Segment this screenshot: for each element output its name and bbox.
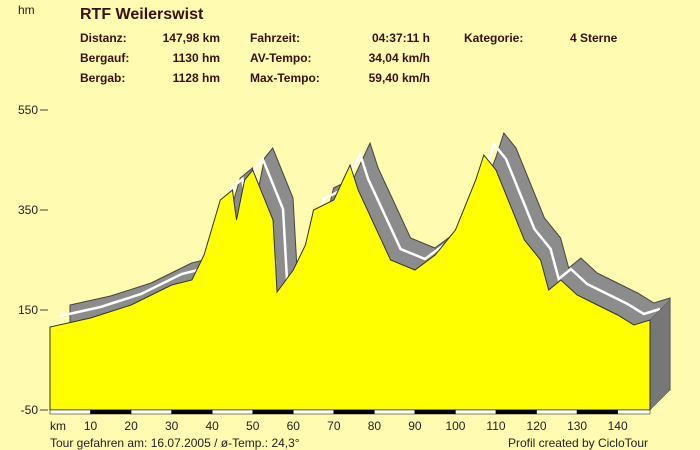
chart-title: RTF Weilerswist	[80, 6, 204, 23]
x-tick-label: 50	[246, 419, 260, 433]
stat-value: 1128 hm	[172, 71, 220, 85]
x-axis-segment	[293, 409, 335, 415]
x-axis-segment	[455, 409, 497, 415]
x-tick-label: 80	[368, 419, 382, 433]
stat-value: 1130 hm	[172, 51, 220, 65]
x-tick-label: 110	[486, 419, 505, 433]
x-tick-label: 10	[84, 419, 98, 433]
x-tick-label: 40	[206, 419, 220, 433]
stat-label: Kategorie:	[464, 31, 524, 45]
x-axis-segment	[617, 409, 651, 415]
x-axis-segment	[495, 409, 537, 415]
x-axis-segment	[576, 409, 618, 415]
x-axis-segment	[171, 409, 213, 415]
x-axis-segment	[374, 409, 416, 415]
y-axis-label: hm	[18, 3, 35, 17]
stat-label: Distanz:	[80, 31, 127, 45]
x-tick-label: 100	[445, 419, 465, 433]
x-axis-segment	[49, 409, 91, 415]
profile-ridge-line	[59, 141, 661, 318]
x-tick-label: 20	[124, 419, 138, 433]
x-tick-label: 90	[408, 419, 422, 433]
x-tick-label: 140	[608, 419, 628, 433]
stat-label: Max-Tempo:	[250, 71, 320, 85]
x-axis-segment	[414, 409, 456, 415]
stat-value: 147,98 km	[162, 31, 220, 45]
footer-credit: Profil created by CicloTour	[507, 436, 648, 450]
x-axis-segment	[90, 409, 132, 415]
y-tick-label: 350	[18, 203, 38, 217]
stat-label: AV-Tempo:	[250, 51, 312, 65]
y-tick-label: 150	[18, 303, 38, 317]
x-axis-segment	[252, 409, 294, 415]
x-axis-segment	[536, 409, 578, 415]
x-tick-label: 130	[567, 419, 587, 433]
stat-label: Bergab:	[80, 71, 126, 85]
x-axis-label: km	[50, 419, 66, 433]
stat-value: 34,04 km/h	[368, 51, 430, 65]
profile-area	[49, 153, 651, 411]
footer-info: Tour gefahren am: 16.07.2005 / ø-Temp.: …	[50, 436, 300, 450]
x-axis-segment	[333, 409, 375, 415]
x-axis-segment	[211, 409, 253, 415]
stat-label: Bergauf:	[80, 51, 130, 65]
y-tick-label: 550	[18, 103, 38, 117]
x-tick-label: 70	[327, 419, 341, 433]
x-tick-label: 120	[527, 419, 547, 433]
x-tick-label: 60	[287, 419, 301, 433]
y-tick-label: -50	[21, 403, 39, 417]
stat-label: Fahrzeit:	[250, 31, 301, 45]
x-tick-label: 30	[165, 419, 179, 433]
stat-value: 04:37:11 h	[371, 31, 430, 45]
x-axis-segment	[130, 409, 172, 415]
stat-value: 59,40 km/h	[368, 71, 430, 85]
stat-value: 4 Sterne	[570, 31, 618, 45]
